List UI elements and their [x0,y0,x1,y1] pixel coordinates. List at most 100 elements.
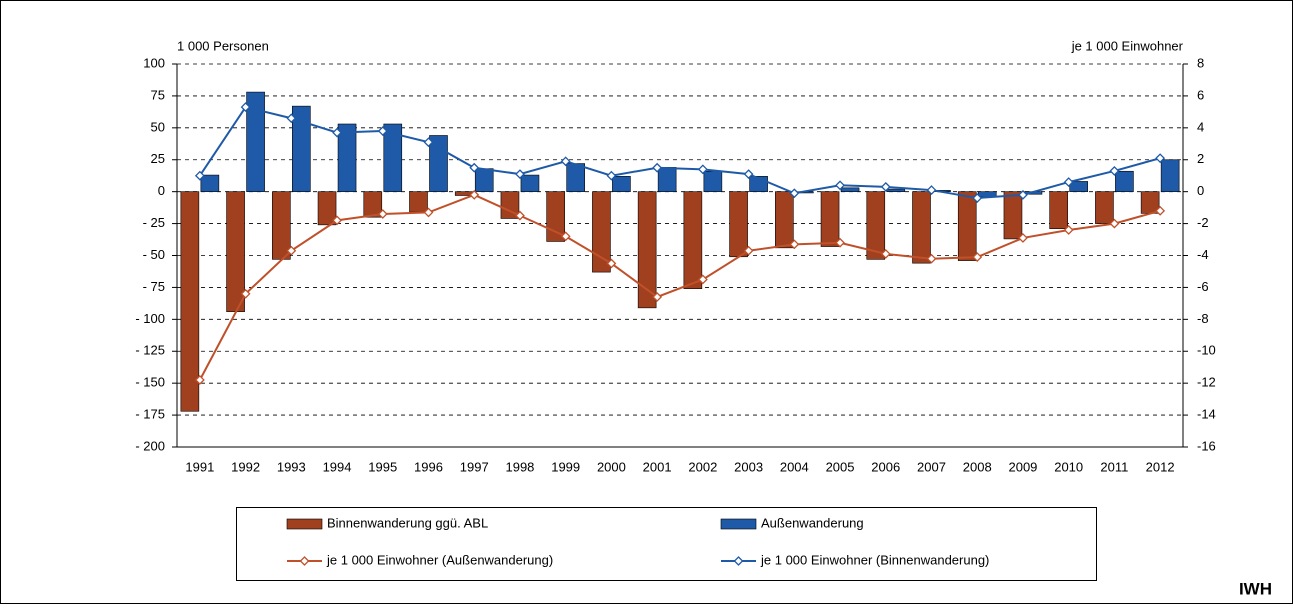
bar [683,191,703,289]
x-tick-label: 1996 [414,459,443,474]
y-tick-label: 75 [151,87,165,102]
bar [272,191,291,260]
legend-swatch [720,518,757,530]
x-tick-label: 2011 [1100,459,1128,474]
x-tick-label: 2003 [734,459,763,474]
line-marker [880,248,891,259]
y2-tick-label: 2 [1197,151,1204,166]
line-marker [926,253,937,264]
line-marker [1063,225,1074,235]
x-tick-label: 2002 [688,459,717,474]
x-tick-label: 1998 [505,459,534,474]
line-marker [194,170,205,181]
line-marker [560,231,571,242]
bar [246,91,265,192]
y-tick-label: - 125 [135,343,165,358]
line-marker [926,185,937,195]
legend-label: Binnenwanderung ggü. ABL [327,515,488,530]
bar [1095,191,1114,224]
source: IWH [1239,579,1272,598]
legend-label: je 1 000 Einwohner (Binnenwanderung) [760,552,989,567]
legend-marker [299,556,310,566]
line-marker [606,170,617,181]
legend-label: je 1 000 Einwohner (Außenwanderung) [326,552,553,567]
y2-tick-label: 6 [1197,87,1204,102]
line-marker [835,237,845,248]
x-tick-label: 2007 [917,459,946,474]
bar [912,191,931,264]
bar [180,191,200,412]
y2-tick-label: -4 [1197,247,1209,262]
line-marker [1155,153,1166,164]
bar [592,191,611,273]
bar [612,176,631,192]
y2-axis-label: je 1 000 Einwohner [1071,38,1184,53]
x-tick-label: 2008 [963,459,992,474]
bar [703,170,723,192]
line-marker [1018,189,1028,200]
line-marker [606,258,617,269]
line-marker [286,113,297,124]
bar [363,191,383,218]
line-marker [789,239,800,250]
y-tick-label: 0 [158,183,165,198]
bar [775,191,794,249]
line-marker [423,137,434,148]
line [199,105,1161,200]
y-tick-label: 100 [143,55,165,70]
line-marker [697,164,708,175]
bar [637,191,657,309]
legend-swatch [286,518,323,530]
line-marker [652,162,663,173]
bar [657,167,677,192]
x-tick-label: 1997 [460,459,489,474]
line-marker [194,375,205,385]
line-marker [835,180,845,191]
line-marker [972,252,983,263]
y-tick-label: - 150 [135,375,165,390]
bar [520,174,540,192]
line-marker [1063,177,1074,188]
y2-tick-label: -10 [1197,343,1216,358]
bar [886,188,906,192]
x-tick-label: 1993 [277,459,306,474]
y-tick-label: - 50 [143,247,165,262]
line-marker [332,215,342,226]
y-axis-label: 1 000 Personen [177,38,269,53]
line-marker [240,288,251,299]
legend-label: Außenwanderung [761,515,864,530]
y-tick-label: - 200 [135,438,165,453]
bar [292,105,311,192]
bar [1069,181,1088,192]
y2-tick-label: -6 [1197,279,1209,294]
y-tick-label: - 100 [135,311,165,326]
x-tick-label: 1991 [185,459,214,474]
y2-tick-label: 8 [1197,55,1204,70]
bar [1115,170,1134,192]
y-tick-label: 25 [151,151,165,166]
y2-tick-label: 4 [1197,119,1204,134]
y2-tick-label: -12 [1197,375,1216,390]
line-marker [377,209,388,219]
bar [337,123,357,192]
x-tick-label: 1992 [231,459,260,474]
line-marker [469,189,480,200]
line-marker [515,210,525,221]
line-marker [560,156,571,167]
bar [820,191,840,247]
bar [957,191,977,261]
line-marker [240,102,251,113]
bar [383,123,403,192]
line-marker [423,207,434,218]
legend [236,507,1097,581]
line-marker [515,169,525,180]
line-marker [1018,233,1028,243]
bar [566,163,585,192]
x-tick-label: 2001 [643,459,672,474]
bar [1160,159,1180,192]
line-marker [1109,218,1120,229]
bar [474,168,494,192]
bar [840,187,860,192]
line-marker [743,245,754,256]
